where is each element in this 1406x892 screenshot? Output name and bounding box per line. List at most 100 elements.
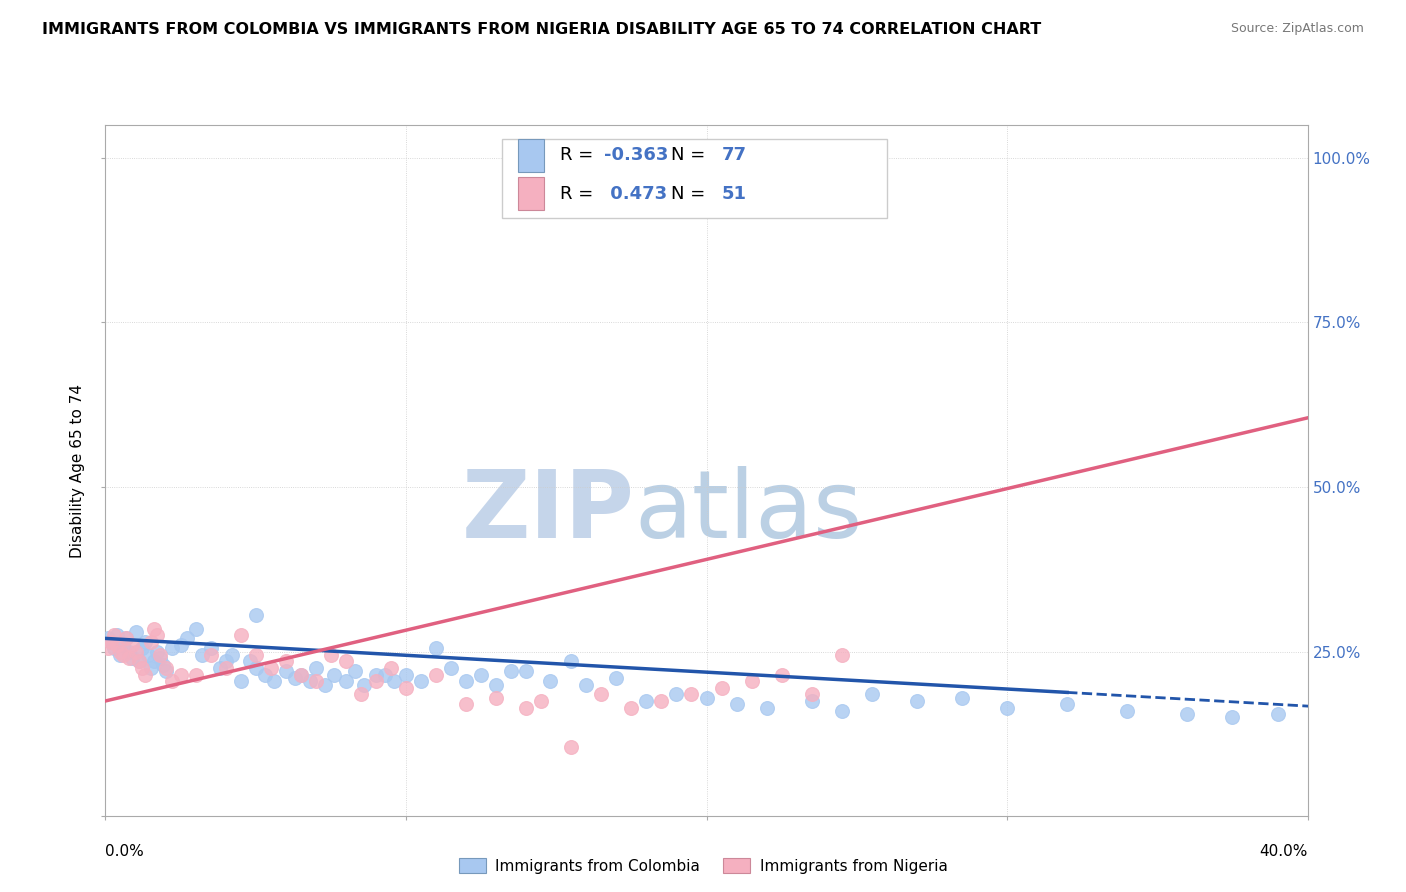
Point <box>239 655 262 669</box>
Point <box>208 661 231 675</box>
Point <box>118 644 141 658</box>
Point <box>710 681 733 695</box>
Text: 77: 77 <box>721 146 747 164</box>
Point <box>124 644 146 658</box>
Text: IMMIGRANTS FROM COLOMBIA VS IMMIGRANTS FROM NIGERIA DISABILITY AGE 65 TO 74 CORR: IMMIGRANTS FROM COLOMBIA VS IMMIGRANTS F… <box>42 22 1042 37</box>
Point <box>128 655 150 669</box>
Point <box>741 674 763 689</box>
Point <box>145 628 167 642</box>
Point <box>314 677 336 691</box>
Text: R =: R = <box>560 185 599 202</box>
Point <box>200 641 222 656</box>
Point <box>591 687 613 701</box>
Text: 0.473: 0.473 <box>605 185 668 202</box>
Point <box>650 694 672 708</box>
Point <box>395 681 418 695</box>
Text: 40.0%: 40.0% <box>1260 844 1308 859</box>
Point <box>335 674 357 689</box>
Point <box>245 608 267 623</box>
Point <box>115 632 138 646</box>
Point <box>152 657 174 672</box>
Text: N =: N = <box>672 185 711 202</box>
Point <box>725 698 748 712</box>
Point <box>229 674 252 689</box>
Point <box>131 641 153 656</box>
Point <box>115 632 138 646</box>
Point <box>176 632 198 646</box>
Point <box>124 624 146 639</box>
Point <box>1267 707 1289 722</box>
Point <box>290 667 312 681</box>
Point <box>305 674 328 689</box>
Point <box>501 665 523 679</box>
Point <box>200 648 222 662</box>
Text: 51: 51 <box>721 185 747 202</box>
Point <box>221 648 243 662</box>
Text: ZIP: ZIP <box>461 466 634 558</box>
Point <box>425 667 447 681</box>
Point <box>605 671 627 685</box>
Point <box>107 628 129 642</box>
Point <box>1222 710 1244 724</box>
Point <box>229 628 252 642</box>
Point <box>440 661 463 675</box>
Point <box>560 740 582 755</box>
Point <box>800 694 823 708</box>
Point <box>831 648 853 662</box>
Point <box>560 655 582 669</box>
Point <box>142 655 165 669</box>
Text: Source: ZipAtlas.com: Source: ZipAtlas.com <box>1230 22 1364 36</box>
Point <box>169 638 191 652</box>
Point <box>831 704 853 718</box>
Point <box>770 667 793 681</box>
Point <box>409 674 432 689</box>
Text: R =: R = <box>560 146 599 164</box>
Point <box>950 690 973 705</box>
Point <box>107 638 129 652</box>
Point <box>800 687 823 701</box>
Point <box>97 641 120 656</box>
Point <box>395 667 418 681</box>
Point <box>665 687 688 701</box>
Point <box>353 677 375 691</box>
Text: atlas: atlas <box>634 466 863 558</box>
Point <box>97 632 120 646</box>
Point <box>454 698 477 712</box>
Point <box>636 694 658 708</box>
Point <box>1056 698 1078 712</box>
Point <box>470 667 492 681</box>
Point <box>485 690 508 705</box>
Point <box>245 661 267 675</box>
Point <box>139 634 162 648</box>
Point <box>263 674 285 689</box>
Point <box>305 661 328 675</box>
Point <box>184 667 207 681</box>
Point <box>100 634 122 648</box>
Point <box>155 665 177 679</box>
Point <box>128 655 150 669</box>
Point <box>103 641 125 656</box>
Point <box>103 628 125 642</box>
Point <box>110 648 132 662</box>
Point <box>319 648 342 662</box>
Point <box>112 648 135 662</box>
Point <box>425 641 447 656</box>
Point <box>136 648 159 662</box>
Point <box>1116 704 1139 718</box>
Point <box>515 700 537 714</box>
Text: 0.0%: 0.0% <box>105 844 145 859</box>
Point <box>860 151 883 165</box>
Point <box>343 665 366 679</box>
Point <box>335 655 357 669</box>
Point <box>364 667 387 681</box>
Point <box>905 694 928 708</box>
Point <box>214 661 236 675</box>
Y-axis label: Disability Age 65 to 74: Disability Age 65 to 74 <box>70 384 86 558</box>
Point <box>322 667 344 681</box>
Point <box>696 690 718 705</box>
Point <box>485 677 508 691</box>
Point <box>169 667 191 681</box>
Point <box>274 665 297 679</box>
Point <box>134 634 156 648</box>
Point <box>155 661 177 675</box>
